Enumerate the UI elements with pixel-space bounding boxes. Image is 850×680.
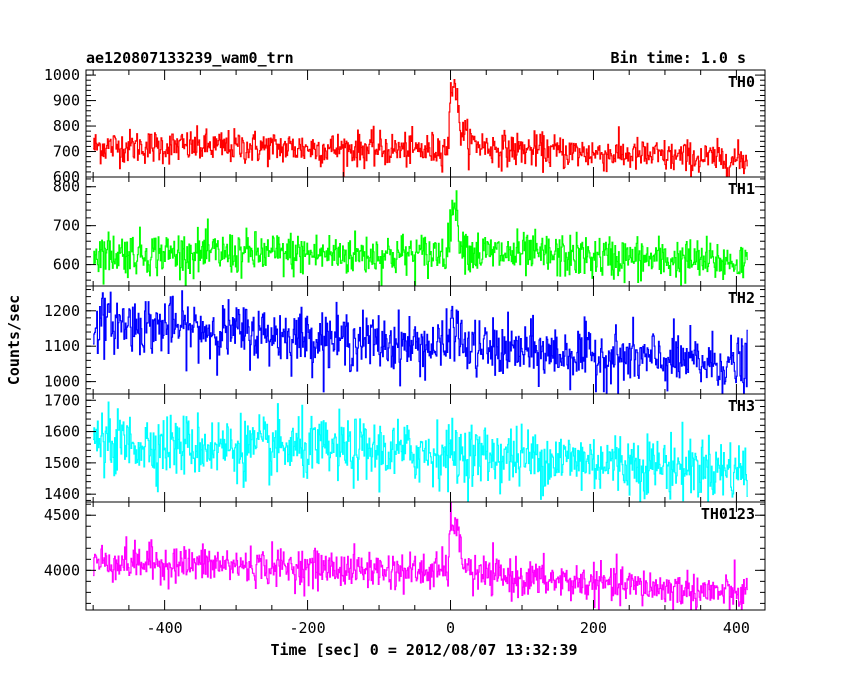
- panel-label: TH3: [728, 397, 755, 415]
- x-tick-label: 200: [580, 619, 607, 637]
- y-tick-label: 600: [53, 168, 80, 186]
- bin-time-label: Bin time: 1.0 s: [611, 49, 746, 67]
- y-axis-label: Counts/sec: [5, 295, 23, 385]
- y-tick-label: 1600: [44, 423, 80, 441]
- panel-th2: 1000 1100 1200 TH2: [44, 285, 766, 395]
- y-tick-label: 1200: [44, 302, 80, 320]
- panel-label: TH0123: [701, 505, 755, 523]
- y-tick-label: 1700: [44, 391, 80, 409]
- series-line-th1: [93, 190, 748, 286]
- panel-label: TH1: [728, 180, 755, 198]
- panel-th0123: 4000 4500 TH0123: [44, 501, 766, 611]
- x-axis-label: Time [sec] 0 = 2012/08/07 13:32:39: [270, 641, 577, 659]
- panel-th0: 600 700 800 900 1000 TH0: [44, 66, 766, 186]
- y-tick-label: 4000: [44, 561, 80, 579]
- x-tick-label: -200: [290, 619, 326, 637]
- y-tick-label: 900: [53, 92, 80, 110]
- x-tick-label: -400: [147, 619, 183, 637]
- series-line-th3: [93, 401, 748, 502]
- series-line-th0: [93, 79, 748, 177]
- y-tick-label: 1000: [44, 66, 80, 84]
- y-tick-label: 1400: [44, 485, 80, 503]
- y-tick-label: 1100: [44, 337, 80, 355]
- y-tick-label: 700: [53, 143, 80, 161]
- series-line-th0123: [93, 502, 748, 610]
- x-tick-label: 400: [723, 619, 750, 637]
- panel-label: TH2: [728, 289, 755, 307]
- y-tick-label: 1000: [44, 373, 80, 391]
- y-tick-label: 800: [53, 178, 80, 196]
- series-line-th2: [93, 290, 748, 394]
- panel-frame: [85, 501, 766, 611]
- panel-th1: 600 700 800 TH1: [53, 176, 766, 287]
- chart-title: ae120807133239_wam0_trn: [86, 49, 294, 67]
- x-tick-label: 0: [446, 619, 455, 637]
- y-tick-label: 800: [53, 117, 80, 135]
- y-tick-label: 700: [53, 217, 80, 235]
- panel-label: TH0: [728, 73, 755, 91]
- y-tick-label: 1500: [44, 454, 80, 472]
- y-tick-label: 4500: [44, 506, 80, 524]
- y-tick-label: 600: [53, 256, 80, 274]
